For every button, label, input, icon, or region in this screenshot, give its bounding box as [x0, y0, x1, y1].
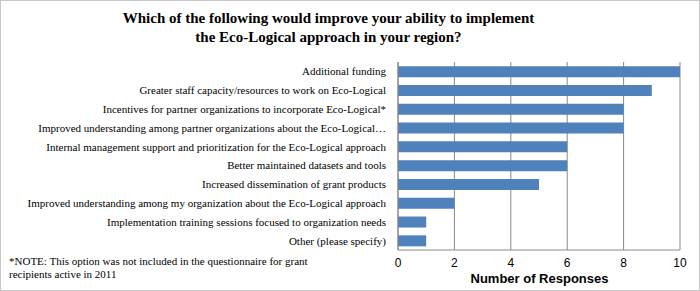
html-text:Which of the following would i: Which of the following would improve you…	[122, 10, 535, 45]
svg-text:Other (please specify): Other (please specify)	[289, 235, 386, 248]
svg-text:Internal management support an: Internal management support and prioriti…	[46, 141, 386, 153]
svg-text:4: 4	[507, 256, 514, 270]
html-text:Number of Responses: Number of Responses	[470, 271, 609, 286]
svg-text:Better maintained datasets and: Better maintained datasets and tools	[227, 159, 386, 171]
svg-text:Implementation training sessio: Implementation training sessions focused…	[107, 216, 386, 228]
svg-text:2: 2	[451, 256, 458, 270]
svg-text:6: 6	[564, 256, 571, 270]
html-text:*NOTE: This option was not inc: *NOTE: This option was not included in t…	[9, 255, 308, 280]
svg-text:Greater staff capacity/resourc: Greater staff capacity/resources to work…	[139, 84, 386, 96]
svg-text:Increased dissemination of gra: Increased dissemination of grant product…	[202, 178, 386, 190]
svg-text:10: 10	[673, 256, 687, 270]
svg-text:Incentives for partner organiz: Incentives for partner organizations to …	[103, 103, 386, 115]
svg-text:8: 8	[620, 256, 627, 270]
svg-text:Improved understanding among m: Improved understanding among my organiza…	[28, 197, 387, 209]
svg-text:0: 0	[395, 256, 402, 270]
svg-text:Additional funding: Additional funding	[302, 65, 387, 77]
svg-text:Improved understanding among p: Improved understanding among partner org…	[38, 122, 386, 134]
